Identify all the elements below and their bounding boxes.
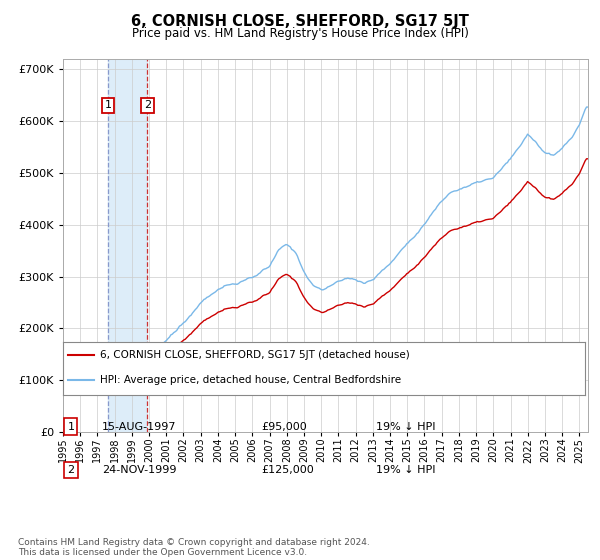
Text: Contains HM Land Registry data © Crown copyright and database right 2024.
This d: Contains HM Land Registry data © Crown c… <box>18 538 370 557</box>
Text: £125,000: £125,000 <box>262 465 314 475</box>
Text: 6, CORNISH CLOSE, SHEFFORD, SG17 5JT: 6, CORNISH CLOSE, SHEFFORD, SG17 5JT <box>131 14 469 29</box>
Text: 1: 1 <box>104 100 112 110</box>
Text: £95,000: £95,000 <box>262 422 307 432</box>
Text: 1: 1 <box>67 422 74 432</box>
Text: HPI: Average price, detached house, Central Bedfordshire: HPI: Average price, detached house, Cent… <box>100 375 401 385</box>
Text: 19% ↓ HPI: 19% ↓ HPI <box>376 422 436 432</box>
Text: 15-AUG-1997: 15-AUG-1997 <box>102 422 176 432</box>
Text: 2: 2 <box>144 100 151 110</box>
Bar <box>108 59 148 432</box>
Text: 19% ↓ HPI: 19% ↓ HPI <box>376 465 436 475</box>
Text: 2: 2 <box>67 465 74 475</box>
Text: Price paid vs. HM Land Registry's House Price Index (HPI): Price paid vs. HM Land Registry's House … <box>131 27 469 40</box>
Text: 6, CORNISH CLOSE, SHEFFORD, SG17 5JT (detached house): 6, CORNISH CLOSE, SHEFFORD, SG17 5JT (de… <box>100 350 409 360</box>
Text: 24-NOV-1999: 24-NOV-1999 <box>102 465 176 475</box>
